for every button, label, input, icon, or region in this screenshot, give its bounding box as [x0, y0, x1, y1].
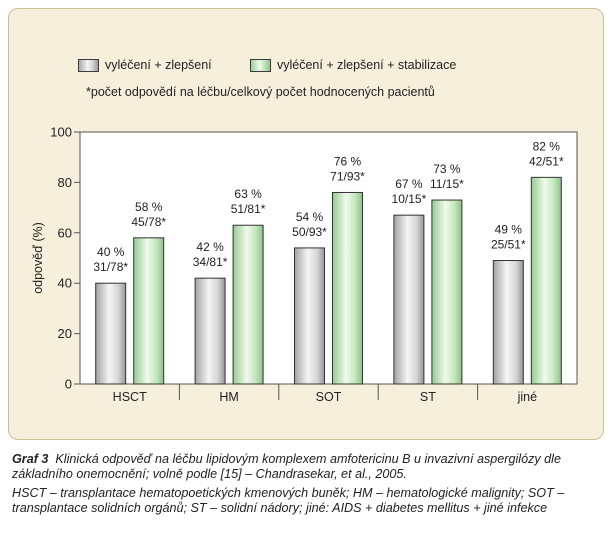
- data-label-pct: 40 %: [97, 245, 125, 259]
- bar-1: [393, 214, 425, 385]
- bar-2: [431, 199, 463, 385]
- x-tick-label: HM: [219, 390, 238, 404]
- y-axis-label: odpověď (%): [31, 222, 45, 294]
- bar-2: [232, 224, 264, 385]
- data-label-count: 34/81*: [193, 255, 228, 269]
- bar-1: [294, 247, 325, 385]
- legend-label-series1: vyléčení + zlepšení: [105, 58, 212, 72]
- data-label-count: 71/93*: [330, 169, 365, 183]
- data-label-pct: 63 %: [234, 187, 262, 201]
- data-label-count: 45/78*: [131, 215, 166, 229]
- data-label-pct: 49 %: [495, 223, 523, 237]
- bar-2: [133, 237, 165, 385]
- x-tick-label: jiné: [517, 390, 538, 404]
- caption-label: Graf 3: [12, 452, 49, 466]
- data-label-count: 51/81*: [231, 202, 266, 216]
- x-tick-label: ST: [420, 390, 436, 404]
- data-label-count: 11/15*: [430, 177, 464, 191]
- bar-2: [332, 191, 363, 385]
- data-label-pct: 42 %: [196, 240, 224, 254]
- y-tick-label: 80: [58, 175, 72, 190]
- data-label-count: 31/78*: [93, 260, 128, 274]
- y-tick-label: 40: [58, 276, 72, 291]
- data-label-count: 50/93*: [292, 225, 327, 239]
- data-label-pct: 54 %: [296, 210, 324, 224]
- data-label-pct: 73 %: [433, 162, 461, 176]
- data-label-count: 42/51*: [529, 154, 564, 168]
- data-label-pct: 58 %: [135, 200, 163, 214]
- y-tick-label: 0: [65, 377, 72, 392]
- bar-chart: 0 20 40 60 80 100 odpověď (%) HSCT 40 %31/78* 58 …: [31, 125, 578, 404]
- y-tick-label: 100: [50, 125, 72, 140]
- x-tick-label: HSCT: [113, 390, 147, 404]
- x-tick-label: SOT: [316, 390, 342, 404]
- figure-caption: Graf 3 Klinická odpověď na léčbu lipidov…: [12, 452, 602, 520]
- y-tick-label: 20: [58, 326, 72, 341]
- data-label-pct: 67 %: [395, 177, 423, 191]
- bar-2: [530, 176, 562, 385]
- caption-text: Klinická odpověď na léčbu lipidovým komp…: [12, 452, 561, 481]
- legend-item-series1: vyléčení + zlepšení: [78, 58, 212, 72]
- data-label-count: 25/51*: [491, 238, 526, 252]
- caption-main: Graf 3 Klinická odpověď na léčbu lipidov…: [12, 452, 602, 482]
- chart-note: *počet odpovědí na léčbu/celkový počet h…: [86, 85, 435, 99]
- data-label-pct: 76 %: [334, 154, 362, 168]
- caption-abbreviations: HSCT – transplantace hematopoetických km…: [12, 486, 565, 515]
- y-tick-label: 60: [58, 225, 72, 240]
- data-label-pct: 82 %: [533, 139, 561, 153]
- legend-swatch-green: [250, 58, 271, 72]
- data-label-count: 10/15*: [392, 192, 427, 206]
- bar-1: [492, 260, 524, 385]
- legend-label-series2: vyléčení + zlepšení + stabilizace: [277, 58, 457, 72]
- legend-swatch-grey: [78, 58, 99, 72]
- bar-1: [95, 282, 127, 385]
- legend-item-series2: vyléčení + zlepšení + stabilizace: [250, 58, 456, 72]
- bar-1: [194, 277, 226, 385]
